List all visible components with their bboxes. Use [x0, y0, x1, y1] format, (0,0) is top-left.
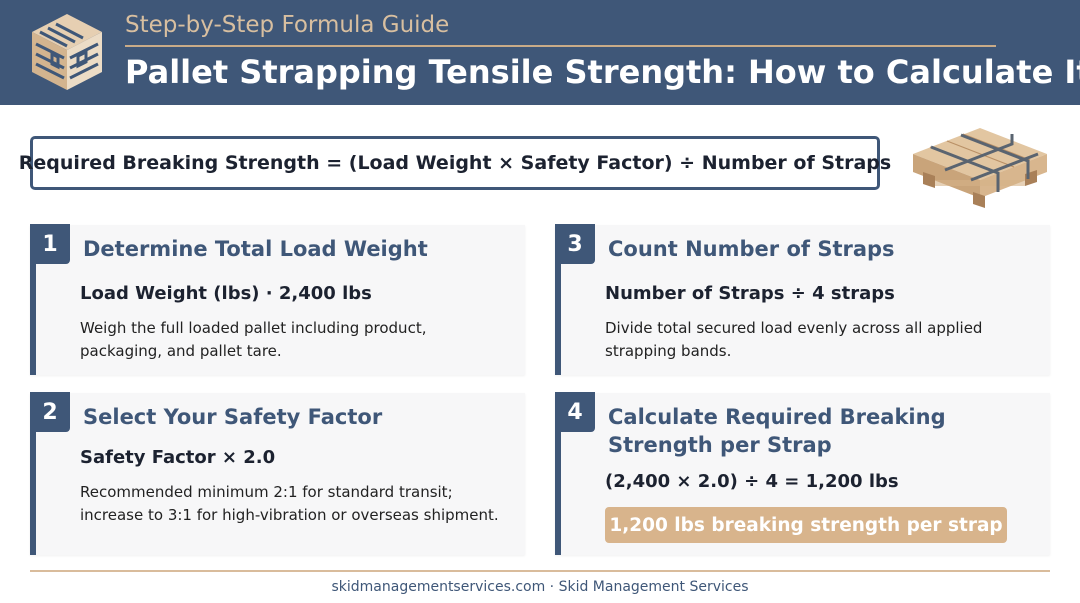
page-subtitle: Step-by-Step Formula Guide: [125, 12, 450, 38]
step-number-badge: 1: [30, 224, 70, 264]
step-title: Calculate Required Breaking Strength per…: [608, 405, 946, 457]
step-number-badge: 2: [30, 392, 70, 432]
step-number-badge: 4: [555, 392, 595, 432]
header-banner: Step-by-Step Formula Guide Pallet Strapp…: [0, 0, 1080, 105]
step-number-badge: 3: [555, 224, 595, 264]
footer-credit: skidmanagementservices.com · Skid Manage…: [331, 579, 749, 595]
step-card-4: 4 Calculate Required Breaking Strength p…: [555, 392, 1050, 555]
step-value: Safety Factor × 2.0: [80, 447, 276, 468]
step-value: Number of Straps ÷ 4 straps: [605, 283, 895, 304]
step-value: (2,400 × 2.0) ÷ 4 = 1,200 lbs: [605, 471, 899, 492]
step-card-3: 3 Count Number of Straps Number of Strap…: [555, 224, 1050, 375]
step-card-1: 1 Determine Total Load Weight Load Weigh…: [30, 224, 525, 375]
strapped-pallet-icon: [913, 128, 1047, 208]
step-value: Load Weight (lbs) · 2,400 lbs: [80, 283, 372, 304]
formula-text: Required Breaking Strength = (Load Weigh…: [18, 152, 892, 174]
step-title: Select Your Safety Factor: [83, 405, 383, 429]
step-description: Recommended minimum 2:1 for standard tra…: [80, 483, 499, 524]
header-divider: [125, 45, 996, 47]
pallet-stack-logo-icon: [32, 14, 102, 90]
step-card-2: 2 Select Your Safety Factor Safety Facto…: [30, 392, 525, 555]
step-title: Count Number of Straps: [608, 237, 895, 261]
result-highlight: 1,200 lbs breaking strength per strap: [605, 507, 1007, 543]
step-title: Determine Total Load Weight: [83, 237, 428, 261]
page-title: Pallet Strapping Tensile Strength: How t…: [125, 53, 1080, 91]
footer-divider: [30, 570, 1050, 572]
step-description: Weigh the full loaded pallet including p…: [80, 319, 427, 360]
formula-box: Required Breaking Strength = (Load Weigh…: [19, 136, 891, 190]
step-description: Divide total secured load evenly across …: [605, 319, 983, 360]
